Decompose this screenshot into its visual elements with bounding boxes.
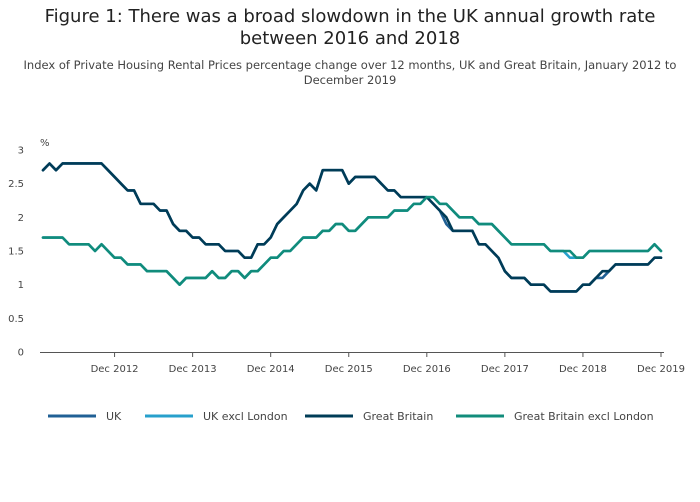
y-tick-label: 1.5 [8, 247, 24, 258]
legend-label: UK [106, 410, 122, 423]
series-line-great-britain [41, 162, 663, 293]
series-line-great-britain-excl-london [41, 195, 663, 286]
x-tick-label: Dec 2014 [247, 364, 295, 375]
chart-subtitle: Index of Private Housing Rental Prices p… [23, 58, 677, 87]
x-tick-label: Dec 2016 [403, 364, 451, 375]
y-tick-label: 0 [18, 348, 24, 359]
x-tick-label: Dec 2017 [481, 364, 529, 375]
x-tick-label: Dec 2013 [169, 364, 217, 375]
legend-label: UK excl London [203, 410, 288, 423]
chart-title: Figure 1: There was a broad slowdown in … [44, 6, 656, 49]
x-tick-label: Dec 2019 [637, 364, 685, 375]
x-tick-label: Dec 2018 [559, 364, 607, 375]
x-tick-label: Dec 2012 [91, 364, 139, 375]
y-tick-label: 3 [18, 146, 24, 157]
y-tick-label: 2 [18, 213, 24, 224]
series-line-uk [41, 162, 663, 293]
x-tick-label: Dec 2015 [325, 364, 373, 375]
legend-label: Great Britain [363, 410, 433, 423]
series-line-uk-excl-london [41, 195, 663, 286]
y-tick-label: 2.5 [8, 179, 24, 190]
legend-label: Great Britain excl London [514, 410, 654, 423]
y-tick-label: 1 [18, 280, 24, 291]
y-axis-unit-label: % [40, 138, 50, 149]
y-tick-label: 0.5 [8, 314, 24, 325]
